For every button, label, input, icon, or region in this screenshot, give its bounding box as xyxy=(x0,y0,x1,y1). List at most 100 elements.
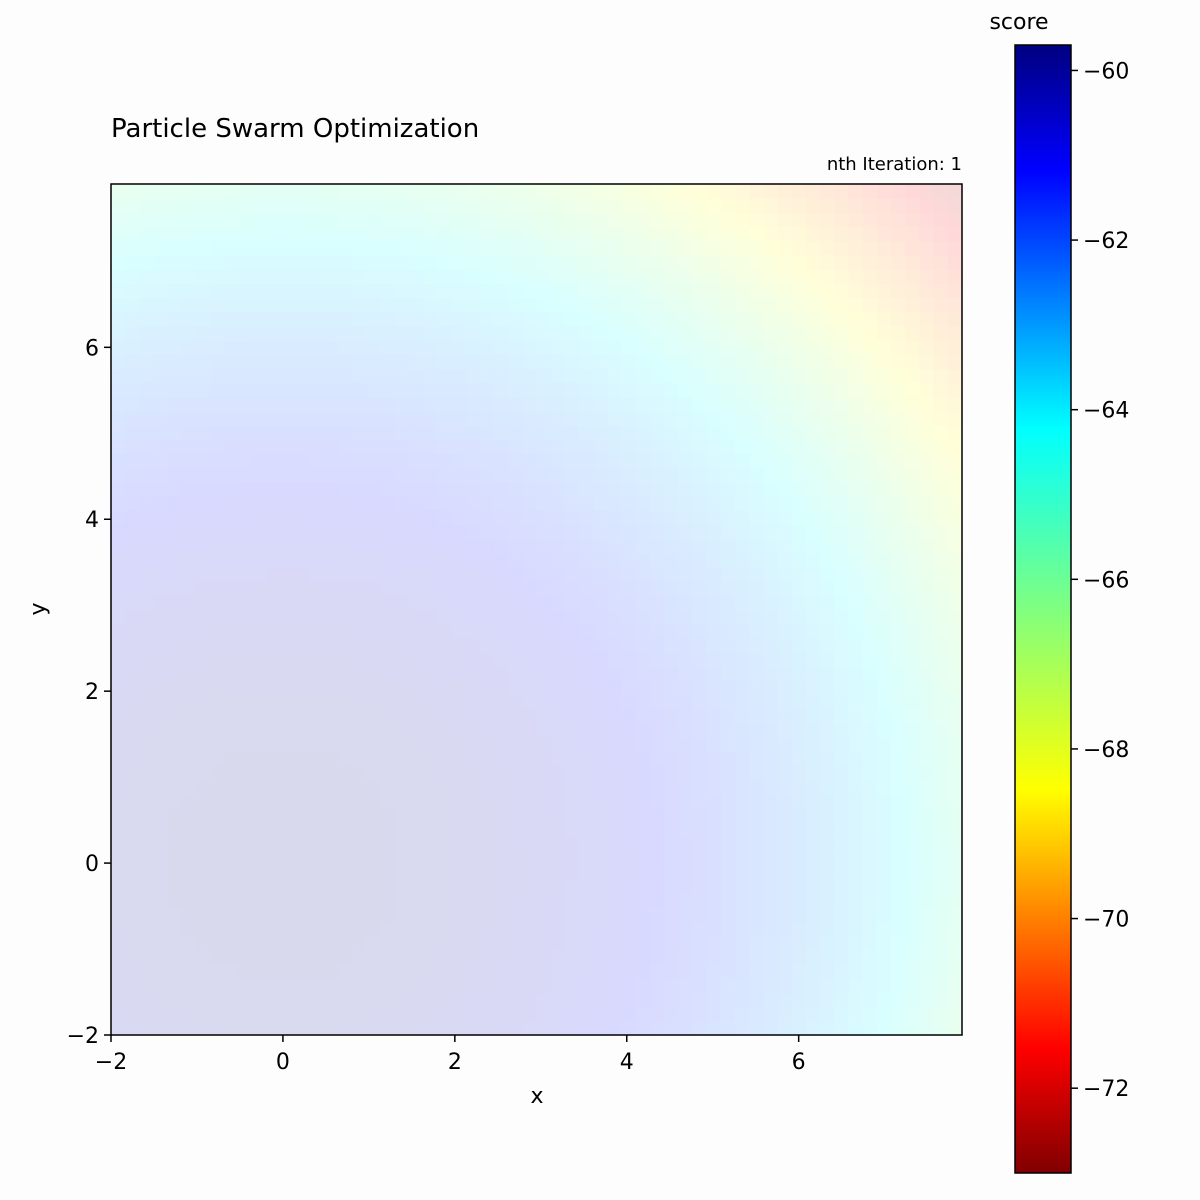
heatmap-cell xyxy=(536,708,552,724)
heatmap-cell xyxy=(536,297,552,313)
heatmap-cell xyxy=(451,198,467,213)
heatmap-cell xyxy=(791,198,807,213)
heatmap-cell xyxy=(323,694,339,710)
heatmap-cell xyxy=(933,368,949,384)
heatmap-cell xyxy=(210,354,226,369)
heatmap-cell xyxy=(295,226,311,242)
heatmap-cell xyxy=(635,992,651,1008)
heatmap-cell xyxy=(238,184,254,199)
heatmap-cell xyxy=(564,325,580,341)
heatmap-cell xyxy=(479,680,495,696)
heatmap-cell xyxy=(281,566,296,582)
heatmap-cell xyxy=(167,240,183,256)
heatmap-cell xyxy=(862,907,878,923)
heatmap-cell xyxy=(479,368,495,384)
heatmap-cell xyxy=(749,510,765,525)
heatmap-cell xyxy=(905,524,921,540)
heatmap-cell xyxy=(224,425,240,440)
heatmap-cell xyxy=(465,311,481,327)
heatmap-cell xyxy=(508,708,523,724)
heatmap-cell xyxy=(820,694,835,710)
heatmap-cell xyxy=(323,921,339,937)
heatmap-cell xyxy=(210,467,226,483)
heatmap-cell xyxy=(692,481,708,497)
heatmap-cell xyxy=(593,481,609,497)
heatmap-cell xyxy=(181,212,197,228)
heatmap-cell xyxy=(111,935,126,951)
heatmap-cell xyxy=(720,992,736,1008)
heatmap-cell xyxy=(805,992,821,1008)
heatmap-cell xyxy=(621,524,637,540)
heatmap-cell xyxy=(593,311,609,327)
heatmap-cell xyxy=(167,467,183,483)
heatmap-cell xyxy=(735,453,750,469)
heatmap-cell xyxy=(891,212,906,228)
heatmap-cell xyxy=(564,935,580,951)
heatmap-cell xyxy=(508,453,523,469)
heatmap-cell xyxy=(196,793,211,809)
heatmap-cell xyxy=(791,396,807,412)
heatmap-cell xyxy=(706,652,722,667)
heatmap-cell xyxy=(777,878,793,894)
heatmap-cell xyxy=(933,964,949,979)
heatmap-cell xyxy=(508,325,523,341)
heatmap-cell xyxy=(933,382,949,398)
heatmap-cell xyxy=(238,212,254,228)
heatmap-cell xyxy=(763,850,779,866)
heatmap-cell xyxy=(423,439,438,455)
heatmap-cell xyxy=(536,1020,552,1035)
heatmap-cell xyxy=(337,184,353,199)
heatmap-cell xyxy=(678,708,694,724)
heatmap-cell xyxy=(437,340,452,355)
heatmap-cell xyxy=(692,524,708,540)
heatmap-cell xyxy=(692,269,708,284)
heatmap-cell xyxy=(125,368,140,384)
heatmap-cell xyxy=(607,850,623,866)
heatmap-cell xyxy=(706,439,722,455)
heatmap-cell xyxy=(891,808,906,823)
heatmap-cell xyxy=(493,198,509,213)
heatmap-cell xyxy=(621,496,637,511)
heatmap-cell xyxy=(536,410,552,426)
heatmap-cell xyxy=(267,283,282,299)
heatmap-cell xyxy=(125,808,140,823)
heatmap-cell xyxy=(111,808,126,823)
heatmap-cell xyxy=(366,808,382,823)
heatmap-cell xyxy=(593,978,609,994)
heatmap-cell xyxy=(876,510,892,525)
heatmap-cell xyxy=(621,623,637,639)
heatmap-cell xyxy=(181,340,197,355)
heatmap-cell xyxy=(536,481,552,497)
heatmap-cell xyxy=(224,510,240,525)
heatmap-cell xyxy=(252,439,268,455)
heatmap-cell xyxy=(522,552,538,568)
heatmap-cell xyxy=(891,269,906,284)
heatmap-cell xyxy=(919,410,935,426)
heatmap-cell xyxy=(196,510,211,525)
heatmap-cell xyxy=(621,368,637,384)
heatmap-cell xyxy=(423,212,438,228)
heatmap-cell xyxy=(465,325,481,341)
heatmap-cell xyxy=(465,992,481,1008)
heatmap-cell xyxy=(493,893,509,908)
heatmap-cell xyxy=(593,254,609,270)
heatmap-cell xyxy=(196,978,211,994)
heatmap-cell xyxy=(649,524,665,540)
heatmap-cell xyxy=(635,637,651,653)
heatmap-cell xyxy=(579,254,594,270)
heatmap-cell xyxy=(366,637,382,653)
heatmap-cell xyxy=(366,198,382,213)
heatmap-cell xyxy=(309,240,325,256)
heatmap-cell xyxy=(493,439,509,455)
heatmap-cell xyxy=(309,808,325,823)
heatmap-cell xyxy=(621,382,637,398)
heatmap-cell xyxy=(508,949,523,965)
heatmap-cell xyxy=(564,311,580,327)
heatmap-cell xyxy=(508,226,523,242)
heatmap-cell xyxy=(763,978,779,994)
heatmap-cell xyxy=(891,666,906,682)
heatmap-cell xyxy=(635,878,651,894)
heatmap-cell xyxy=(777,254,793,270)
heatmap-cell xyxy=(522,325,538,341)
heatmap-cell xyxy=(380,907,396,923)
